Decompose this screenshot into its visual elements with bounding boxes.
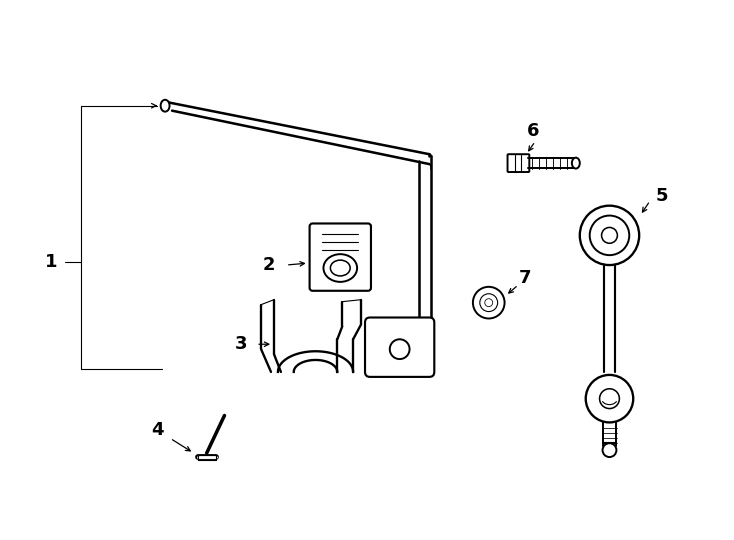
Circle shape <box>480 294 498 312</box>
Circle shape <box>586 375 633 422</box>
Circle shape <box>484 299 493 307</box>
Ellipse shape <box>330 260 350 276</box>
Text: 7: 7 <box>519 269 531 287</box>
Text: 1: 1 <box>45 253 57 271</box>
Ellipse shape <box>324 254 357 282</box>
Circle shape <box>600 389 619 409</box>
Circle shape <box>603 443 617 457</box>
Text: 5: 5 <box>655 187 668 205</box>
Text: 2: 2 <box>263 256 275 274</box>
Circle shape <box>473 287 504 319</box>
Circle shape <box>580 206 639 265</box>
Circle shape <box>390 339 410 359</box>
Ellipse shape <box>572 158 580 168</box>
FancyBboxPatch shape <box>507 154 529 172</box>
Text: 4: 4 <box>151 421 164 440</box>
Ellipse shape <box>161 100 170 112</box>
Circle shape <box>602 227 617 244</box>
FancyBboxPatch shape <box>365 318 435 377</box>
Circle shape <box>589 215 629 255</box>
Text: 3: 3 <box>235 335 247 353</box>
FancyBboxPatch shape <box>310 224 371 291</box>
Text: 6: 6 <box>527 123 539 140</box>
